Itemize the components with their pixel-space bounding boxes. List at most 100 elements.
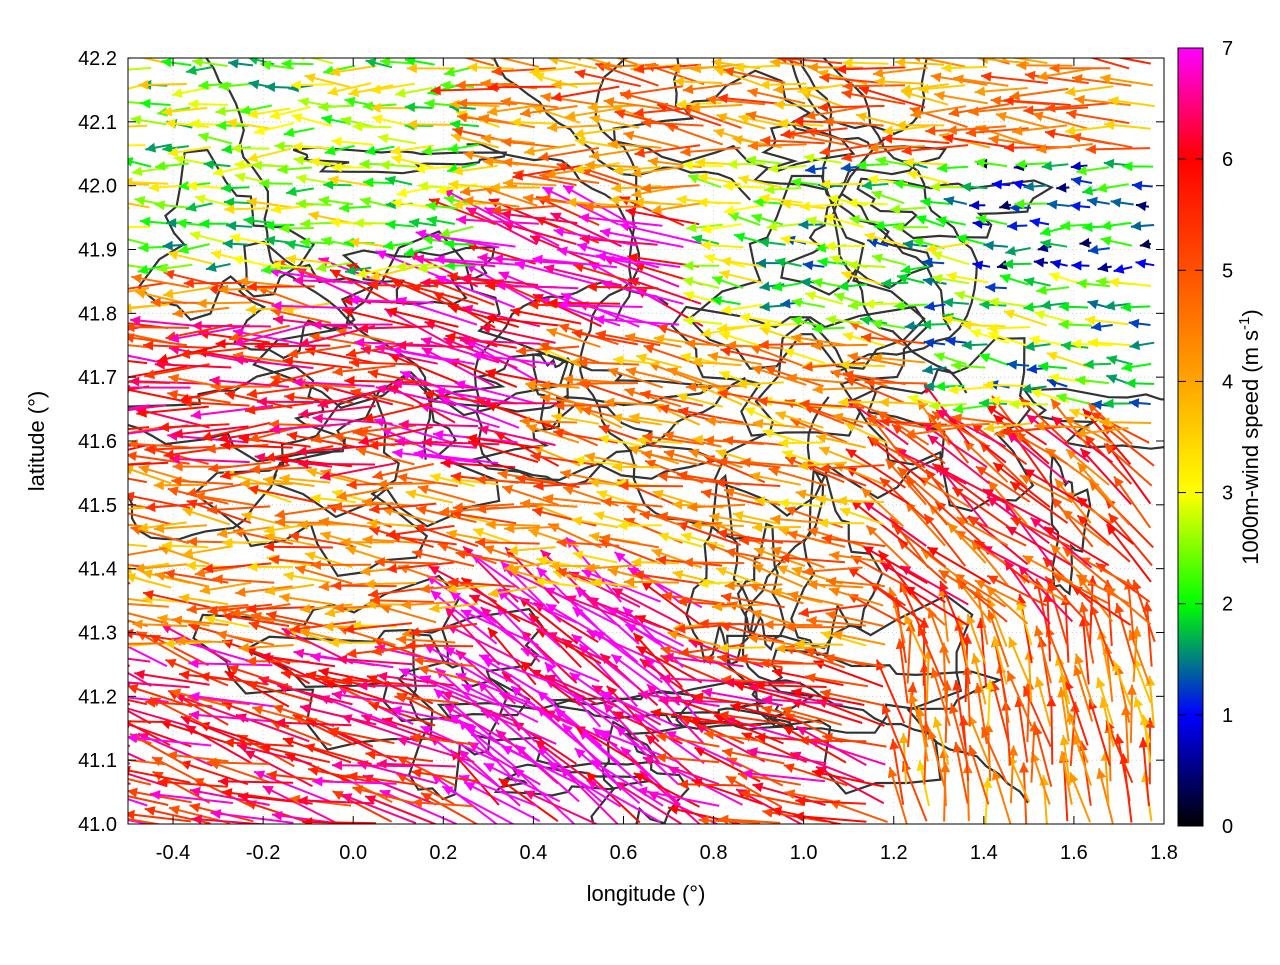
wind-arrow-head xyxy=(154,480,164,490)
wind-arrow-head xyxy=(187,604,197,614)
wind-arrow-shaft xyxy=(103,145,145,146)
wind-arrow-head xyxy=(992,180,1002,190)
wind-arrow-head xyxy=(734,233,745,243)
wind-arrow-head xyxy=(1030,218,1041,228)
colorbar-label-sup: -1 xyxy=(1236,317,1253,330)
wind-arrow-shaft xyxy=(587,599,661,627)
wind-arrow-head xyxy=(284,392,294,402)
wind-arrow-head xyxy=(975,158,986,168)
wind-arrow-head xyxy=(1069,408,1080,418)
wind-arrow-head xyxy=(1079,238,1089,248)
wind-arrow-head xyxy=(109,222,119,232)
wind-arrow-head xyxy=(961,182,971,192)
wind-arrow-head xyxy=(82,467,93,477)
wind-arrow-head xyxy=(295,565,306,575)
wind-arrow-head xyxy=(81,647,92,656)
wind-arrow-head xyxy=(862,180,872,190)
wind-arrow-head xyxy=(846,449,857,459)
wind-arrow-shaft xyxy=(554,230,638,245)
wind-arrow-head xyxy=(99,716,109,726)
y-tick-label: 41.9 xyxy=(78,240,117,262)
x-axis-label: longitude (°) xyxy=(587,881,706,906)
wind-arrow-shaft xyxy=(302,822,376,823)
wind-arrow-head xyxy=(1127,685,1137,695)
wind-arrow-head xyxy=(943,298,953,308)
wind-arrow-shaft xyxy=(1065,595,1068,663)
wind-arrow-head xyxy=(90,345,101,355)
wind-arrow-head xyxy=(46,807,57,817)
wind-arrow-head xyxy=(235,172,246,182)
wind-arrow-shaft xyxy=(406,646,474,647)
wind-arrow-head xyxy=(186,561,196,571)
wind-arrow-head xyxy=(157,263,168,273)
wind-arrow-shaft xyxy=(904,586,968,625)
wind-arrow-head xyxy=(435,47,446,57)
wind-arrow-head xyxy=(872,254,883,264)
wind-arrow-shaft xyxy=(863,502,926,547)
wind-arrow-head xyxy=(122,303,132,313)
wind-arrow-shaft xyxy=(113,68,151,71)
wind-arrow-shaft xyxy=(110,509,172,525)
wind-arrow-head xyxy=(397,188,408,198)
wind-arrow-head xyxy=(386,199,396,209)
wind-arrow-head xyxy=(996,112,1007,122)
wind-arrow-head xyxy=(275,509,286,519)
wind-arrow-head xyxy=(843,332,854,342)
wind-arrow-head xyxy=(644,344,655,353)
wind-arrow-head xyxy=(753,783,764,793)
wind-arrow-head xyxy=(796,489,807,499)
colorbar-tick-label: 3 xyxy=(1222,483,1233,505)
wind-arrow-head xyxy=(907,682,917,692)
wind-arrow-head xyxy=(332,760,342,770)
wind-arrow-shaft xyxy=(100,542,147,546)
wind-arrow-head xyxy=(305,551,316,561)
wind-arrow-head xyxy=(73,728,84,737)
wind-arrow-head xyxy=(87,462,97,472)
wind-arrow-head xyxy=(331,581,341,591)
wind-arrow-head xyxy=(293,276,303,286)
wind-arrow-head xyxy=(1126,378,1136,388)
wind-arrow-head xyxy=(102,286,113,296)
wind-arrow-head xyxy=(223,239,233,249)
wind-arrow-head xyxy=(673,570,684,580)
wind-arrow-head xyxy=(111,606,122,616)
wind-arrow-head xyxy=(145,143,156,153)
wind-arrow-head xyxy=(131,115,142,125)
y-tick-label: 42.0 xyxy=(78,176,117,198)
wind-arrow-head xyxy=(609,195,619,205)
wind-arrow-head xyxy=(357,681,367,691)
wind-arrow-shaft xyxy=(56,646,130,685)
wind-arrow-head xyxy=(87,409,98,419)
wind-arrow-head xyxy=(727,159,737,169)
wind-arrow-head xyxy=(626,207,637,217)
wind-arrow-head xyxy=(1024,277,1035,287)
colorbar-tick-label: 2 xyxy=(1222,594,1233,616)
wind-arrow-head xyxy=(257,397,267,407)
wind-arrow-head xyxy=(327,86,338,96)
wind-arrow-shaft xyxy=(444,705,515,746)
wind-arrow-head xyxy=(1040,227,1051,237)
wind-arrow-shaft xyxy=(68,405,150,419)
wind-arrow-shaft xyxy=(123,159,152,166)
wind-arrow-head xyxy=(611,655,622,665)
wind-arrow-head xyxy=(132,166,143,176)
wind-arrow-head xyxy=(825,241,835,251)
wind-arrow-head xyxy=(1071,261,1081,271)
wind-arrow-head xyxy=(826,315,837,325)
wind-arrow-head xyxy=(747,88,758,98)
wind-arrow-head xyxy=(308,766,319,776)
wind-arrow-head xyxy=(683,84,694,94)
wind-arrow-head xyxy=(467,62,477,72)
wind-arrow-head xyxy=(316,262,327,272)
wind-arrow-head xyxy=(697,197,707,207)
wind-arrow-shaft xyxy=(88,198,130,208)
wind-arrow-shaft xyxy=(1051,696,1052,764)
wind-arrow-head xyxy=(1034,310,1045,320)
wind-arrow-head xyxy=(1066,109,1077,119)
wind-arrow-head xyxy=(1033,112,1044,122)
wind-arrow-head xyxy=(169,805,180,815)
wind-arrow-head xyxy=(380,160,390,170)
wind-arrow-head xyxy=(953,742,963,753)
